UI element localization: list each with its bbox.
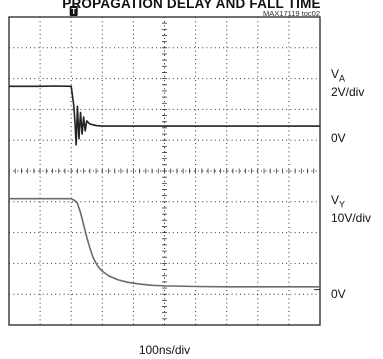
trigger-marker-group: T (69, 6, 78, 16)
traces (9, 85, 320, 291)
vy-label: VY 10V/div (331, 193, 371, 225)
va-scale: 2V/div (331, 85, 365, 100)
chart-title: PROPAGATION DELAY AND FALL TIME (62, 0, 321, 11)
trigger-marker-icon (69, 6, 78, 16)
vy-subscript: Y (339, 199, 346, 210)
trigger-marker-label: T (71, 7, 76, 16)
va-symbol: V (331, 67, 340, 81)
x-axis-label: 100ns/div (138, 343, 191, 357)
va-label: VA 2V/div (331, 67, 364, 99)
va-zero-label: 0V (331, 131, 346, 145)
va-subscript: A (339, 73, 346, 84)
trace-va (9, 85, 320, 146)
vy-scale: 10V/div (331, 211, 372, 226)
grid (8, 16, 321, 326)
figure-id: MAX17119 toc02 (263, 9, 320, 18)
trace-vy (9, 197, 320, 288)
vy-symbol: V (331, 193, 340, 207)
vy-zero-label: 0V (331, 287, 346, 301)
